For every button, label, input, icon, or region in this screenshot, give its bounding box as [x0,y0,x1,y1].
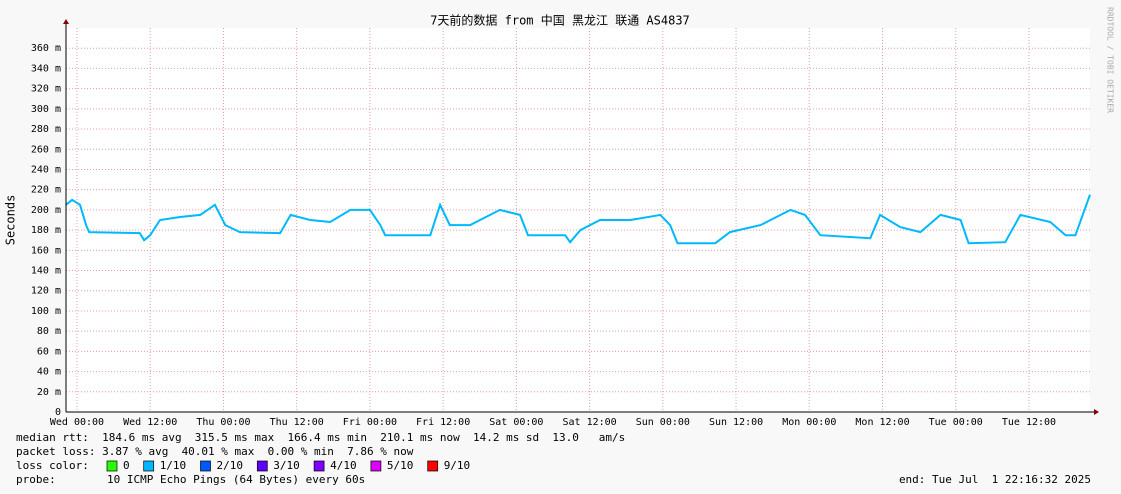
loss-label: 4/10 [330,459,357,472]
loss-label: 3/10 [273,459,300,472]
y-tick-label: 180 m [31,225,61,236]
y-tick-label: 360 m [31,43,61,54]
x-tick-label: Thu 12:00 [270,417,324,428]
y-axis-label: Seconds [4,195,18,246]
loss-swatch [106,460,118,472]
x-tick-label: Mon 12:00 [855,417,909,428]
x-tick-label: Sat 12:00 [563,417,617,428]
loss-label: 9/10 [444,459,471,472]
y-tick-label: 0 [55,407,61,418]
stats-line: median rtt: 184.6 ms avg 315.5 ms max 16… [16,431,625,444]
loss-swatch [200,460,211,472]
loss-label: 2/10 [217,459,244,472]
x-tick-label: Fri 12:00 [416,417,470,428]
y-tick-label: 120 m [31,286,61,297]
legend: median rtt: 184.6 ms avg 315.5 ms max 16… [16,431,1091,486]
y-tick-label: 260 m [31,144,61,155]
plot-area [66,28,1090,412]
x-tick-label: Wed 12:00 [123,417,177,428]
loss-swatch [427,460,439,472]
loss-label: 5/10 [387,459,414,472]
x-tick-label: Mon 00:00 [782,417,836,428]
loss-swatch [256,460,268,472]
stats-line: packet loss: 3.87 % avg 40.01 % max 0.00… [16,445,414,458]
y-tick-label: 220 m [31,185,61,196]
y-tick-label: 200 m [31,205,61,216]
y-tick-label: 240 m [31,164,61,175]
x-tick-label: Fri 00:00 [343,417,397,428]
loss-swatch [143,460,155,472]
loss-swatch [313,460,325,472]
watermark: RRDTOOL / TOBI OETIKER [1106,7,1115,113]
y-tick-label: 60 m [37,346,61,357]
y-tick-label: 160 m [31,245,61,256]
marks [65,194,1091,245]
end-time: end: Tue Jul 1 22:16:32 2025 [899,473,1091,486]
loss-label: 1/10 [160,459,187,472]
x-tick-label: Sun 12:00 [709,417,763,428]
median-line [65,194,1091,245]
loss-swatch [370,460,382,472]
x-tick-label: Wed 00:00 [50,417,104,428]
probe-label: probe: [16,473,56,486]
probe: 10 ICMP Echo Pings (64 Bytes) every 60s [107,473,365,486]
y-tick-label: 40 m [37,367,61,378]
y-tick-label: 100 m [31,306,61,317]
grid: 0 20 m 40 m 60 m 80 m 100 m 120 m 140 m 160 m 180… [31,28,1090,428]
x-tick-label: Tue 00:00 [929,417,983,428]
x-tick-label: Tue 12:00 [1002,417,1056,428]
y-tick-label: 140 m [31,266,61,277]
y-tick-label: 340 m [31,63,61,74]
x-tick-label: Thu 00:00 [196,417,250,428]
chart-title: 7天前的数据 from 中国 黑龙江 联通 AS4837 [430,13,690,28]
x-tick-label: Sat 00:00 [489,417,543,428]
y-tick-label: 80 m [37,326,61,337]
loss-color-label: loss color: [16,459,89,472]
x-tick-label: Sun 00:00 [636,417,690,428]
y-tick-label: 320 m [31,84,61,95]
y-tick-label: 280 m [31,124,61,135]
loss-label: 0 [123,459,130,472]
y-tick-label: 300 m [31,104,61,115]
y-tick-label: 20 m [37,387,61,398]
y-arrow [63,19,69,24]
x-arrow [1094,409,1099,415]
